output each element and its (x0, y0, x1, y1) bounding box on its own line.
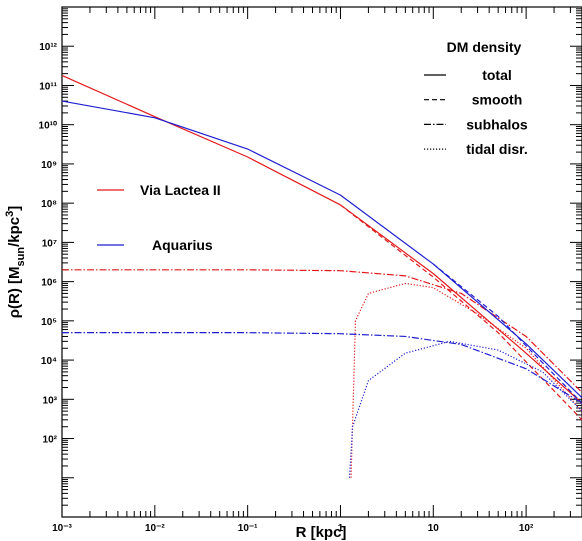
y-tick-label: 10⁷ (42, 238, 57, 249)
sim-legend-label: Via Lactea II (140, 182, 221, 198)
x-axis-title: R [kpc] (296, 524, 347, 541)
x-tick-label: 10⁻¹ (238, 523, 258, 534)
style-legend-label: smooth (472, 92, 523, 108)
x-tick-labels: 10⁻³ 10⁻² 10⁻¹ 1 10 10² (52, 523, 534, 534)
y-tick-label: 10⁹ (41, 160, 57, 171)
y-tick-label: 10⁴ (41, 356, 57, 367)
aquarius-total-curve (62, 100, 582, 399)
axis-ticks (61, 6, 582, 518)
via-lactea-ii-smooth-curve (340, 204, 582, 421)
via-lactea-ii-tidal-disr-curve (350, 282, 582, 478)
aquarius-subhalos-curve (62, 332, 582, 404)
sim-legend-label: Aquarius (152, 237, 213, 253)
style-legend-label: subhalos (466, 116, 528, 132)
x-tick-label: 10 (428, 523, 440, 534)
line-style-legend: DM density total smooth subhalos tidal disr. (424, 39, 528, 157)
x-tick-label: 10² (519, 523, 534, 534)
density-curves (62, 74, 582, 478)
x-tick-label: 10⁻² (145, 523, 165, 534)
via-lactea-ii-subhalos-curve (62, 269, 582, 393)
y-tick-label: 10¹⁰ (39, 121, 57, 132)
style-legend-title: DM density (447, 39, 522, 55)
style-legend-label: tidal disr. (466, 141, 527, 157)
svg-text:ρ(R) [Msun/kpc3]: ρ(R) [Msun/kpc3] (4, 206, 27, 318)
y-tick-label: 10⁵ (41, 317, 57, 328)
y-tick-label: 10² (43, 435, 58, 446)
plot-frame (61, 6, 582, 518)
y-tick-label: 10¹¹ (39, 81, 57, 92)
y-tick-label: 10⁶ (41, 278, 57, 289)
y-tick-labels: 10² 10³ 10⁴ 10⁵ 10⁶ 10⁷ 10⁸ 10⁹ 10¹⁰ 10¹¹ 10¹² (39, 42, 58, 445)
aquarius-smooth-curve (432, 263, 582, 404)
aquarius-tidal-disr-curve (348, 340, 582, 478)
y-axis-title: ρ(R) [Msun/kpc3] (4, 206, 27, 318)
simulation-legend: Via Lactea II Aquarius (97, 182, 221, 253)
y-tick-label: 10¹² (39, 42, 57, 53)
style-legend-label: total (482, 67, 512, 83)
x-tick-label: 1 (338, 523, 344, 534)
y-tick-label: 10⁸ (41, 199, 57, 210)
y-tick-label: 10³ (43, 395, 58, 406)
x-tick-label: 10⁻³ (52, 523, 72, 534)
